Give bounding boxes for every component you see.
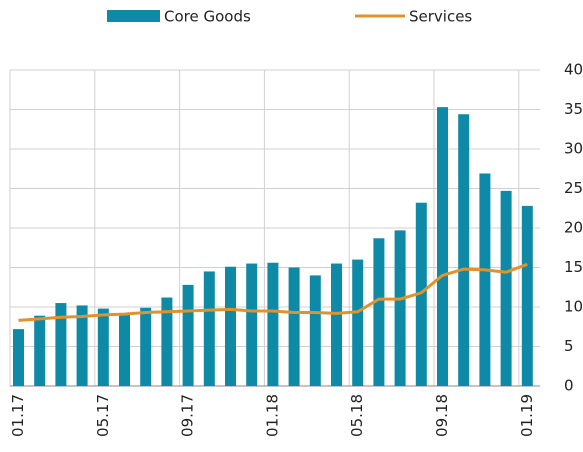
- x-tick-label: 05.17: [94, 394, 112, 437]
- bar: [55, 303, 67, 386]
- bar: [225, 266, 236, 386]
- bar: [352, 259, 364, 386]
- y-tick-label: 5: [564, 337, 574, 355]
- x-tick-label: 09.18: [433, 394, 451, 437]
- x-tick-label: 01.17: [9, 394, 27, 437]
- y-tick-label: 35: [564, 100, 583, 118]
- y-tick-label: 10: [564, 298, 583, 316]
- bar: [394, 230, 406, 386]
- bar: [119, 314, 130, 386]
- bar: [521, 205, 533, 386]
- bar: [479, 173, 491, 386]
- bar: [331, 263, 342, 386]
- legend-label: Core Goods: [164, 8, 251, 26]
- x-tick-label: 05.18: [348, 394, 366, 437]
- bar: [288, 267, 300, 386]
- legend-swatch: [107, 10, 160, 22]
- bar: [203, 271, 215, 386]
- x-tick-label: 01.18: [263, 394, 281, 437]
- y-tick-label: 25: [564, 179, 583, 197]
- bar: [140, 307, 152, 386]
- x-tick-label: 09.17: [179, 394, 197, 437]
- bar: [415, 202, 427, 386]
- x-tick-label: 01.19: [518, 394, 536, 437]
- bar: [161, 297, 173, 386]
- y-tick-label: 40: [564, 61, 583, 79]
- bar: [13, 329, 24, 386]
- bar: [373, 238, 385, 386]
- bar: [309, 275, 321, 386]
- legend-label: Services: [409, 8, 472, 26]
- y-tick-label: 30: [564, 140, 583, 158]
- bar: [182, 284, 194, 386]
- line: [18, 262, 528, 322]
- bar: [246, 263, 258, 386]
- y-tick-label: 15: [564, 258, 583, 276]
- bar: [76, 305, 88, 386]
- y-tick-label: 0: [564, 377, 574, 395]
- bar: [34, 315, 46, 386]
- bar: [267, 262, 279, 386]
- bar: [437, 107, 448, 386]
- y-tick-label: 20: [564, 219, 583, 237]
- bar: [500, 190, 512, 386]
- bar: [97, 308, 109, 386]
- bar: [458, 114, 470, 387]
